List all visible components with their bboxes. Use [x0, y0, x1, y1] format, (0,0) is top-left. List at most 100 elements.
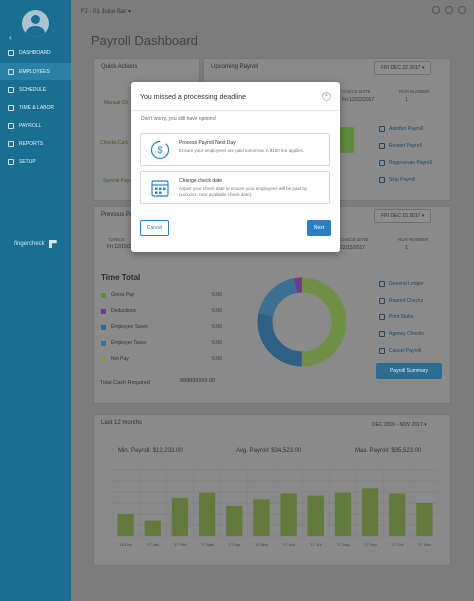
upcoming-payroll-title: Upcoming Payroll [211, 64, 259, 70]
bar-10 [389, 493, 406, 536]
process-payroll-button[interactable] [339, 127, 354, 153]
sidebar-item-dashboard[interactable]: DASHBOARD [0, 44, 71, 61]
upcoming-date-select[interactable]: FRI DEC 22 2017 ▾ [374, 61, 432, 75]
company-selector[interactable]: FJ - 01 Juice Bar ▾ [81, 9, 132, 15]
option-process-next-day[interactable]: $ Process Payroll Next Day Ensure your e… [140, 133, 330, 166]
x-tick-label: '17 Nov [418, 542, 431, 547]
page-title: Payroll Dashboard [91, 33, 198, 48]
restart-payroll-link[interactable]: Restart Payroll [379, 143, 422, 149]
dollar-clock-icon: $ [150, 140, 170, 160]
donut-segment-1 [257, 277, 347, 367]
svg-text:$: $ [157, 145, 162, 155]
legend-employer-taxes: Employer Taxes [101, 340, 146, 346]
bar-7 [307, 495, 324, 536]
payroll-icon [8, 122, 14, 129]
avg-payroll: Avg. Payroll: $34,523.00 [236, 448, 302, 454]
x-tick-label: '17 Jul [310, 542, 322, 547]
legend-swatch [101, 324, 106, 330]
close-icon[interactable]: × [322, 92, 331, 101]
agency-checks-link[interactable]: Agency Checks [379, 331, 424, 337]
bar-8 [334, 492, 352, 536]
general-ledger-link[interactable]: General Ledger [379, 281, 424, 287]
sidebar-item-setup[interactable]: SETUP [0, 153, 71, 170]
reprint-checks-link[interactable]: Reprint Checks [379, 298, 423, 304]
option2-title: Change check date [179, 178, 223, 184]
employee-taxes-value: 0.00 [212, 324, 222, 330]
bar-4 [226, 505, 243, 536]
fingercheck-logo-icon [48, 240, 57, 248]
bar-11 [416, 503, 433, 536]
previous-date-select[interactable]: FRI DEC 15 2017 ▾ [374, 209, 432, 223]
legend-swatch [101, 340, 106, 346]
regenerate-payroll-link[interactable]: Regenerate Payroll [379, 160, 432, 166]
min-payroll: Min. Payroll: $12,233.00 [118, 448, 183, 454]
cancel-icon [379, 348, 385, 354]
next-button[interactable]: Next [307, 220, 331, 236]
help-icon[interactable] [445, 6, 453, 14]
brand-logo: fingercheck [14, 240, 57, 248]
gross-pay-value: 0.00 [212, 292, 222, 298]
quick-action-manual-checks[interactable]: Manual Ch [104, 100, 129, 106]
sidebar-item-payroll[interactable]: PAYROLL [0, 117, 71, 134]
bar-2 [171, 497, 189, 536]
x-tick-label: '17 Feb [173, 542, 187, 547]
autorun-icon [379, 126, 385, 132]
total-cash-value: 999999999.00 [180, 378, 216, 384]
time-total-title: Time Total [101, 273, 141, 282]
autofun-payroll-link[interactable]: Autofun Payroll [379, 126, 423, 132]
cancel-payroll-link[interactable]: Cancel Payroll [379, 348, 421, 354]
sidebar: ‹ DASHBOARD EMPLOYEES SCHEDULE TIME & LA… [0, 0, 71, 601]
legend-swatch [101, 292, 106, 298]
quick-action-special-payroll[interactable]: Special Payr [103, 178, 132, 184]
payroll-summary-button[interactable]: Payroll Summary [376, 363, 442, 379]
time-total-donut [257, 277, 347, 367]
x-tick-label: '17 Jun [282, 542, 295, 547]
upcoming-check-date-label: CHECK DATE [342, 89, 371, 94]
modal-title: You missed a processing deadline [140, 94, 246, 101]
legend-gross-pay: Gross Pay [101, 292, 134, 298]
option1-desc: Ensure your employees are paid tomorrow.… [179, 148, 305, 153]
previous-check-date-value: 12/15/2017 [340, 245, 366, 251]
previous-check-value: Fri 12/15/20 [107, 244, 134, 250]
bar-0 [117, 514, 134, 536]
last-12-months-title: Last 12 months [101, 420, 143, 426]
range-select[interactable]: DEC 2016 - NOV 2017 ▾ [372, 422, 427, 428]
previous-run-number-label: RUN NUMBER [398, 237, 429, 242]
previous-check-date-label: CHECK DATE [340, 237, 369, 242]
upcoming-run-number-value: 1 [405, 97, 408, 103]
notification-icon[interactable] [432, 6, 440, 14]
previous-payroll-title: Previous Pa [101, 212, 134, 218]
x-tick-label: '17 May [254, 542, 268, 547]
dashboard-icon [8, 49, 14, 56]
quick-actions-title: Quick Actions [101, 64, 138, 70]
sidebar-item-employees[interactable]: EMPLOYEES [0, 63, 71, 80]
employees-icon [8, 68, 14, 75]
sidebar-item-reports[interactable]: REPORTS [0, 135, 71, 152]
bar-5 [253, 499, 270, 536]
sidebar-item-time-labor[interactable]: TIME & LABOR [0, 99, 71, 116]
quick-action-checks-calc[interactable]: Checks Calc [100, 140, 129, 146]
settings-icon[interactable] [458, 6, 466, 14]
print-stubs-link[interactable]: Print Stubs [379, 314, 413, 320]
option-change-check-date[interactable]: Change check date Adjust your check date… [140, 171, 330, 204]
max-payroll: Max. Payroll: $35,523.00 [355, 448, 422, 454]
x-tick-label: '17 Aug [336, 542, 349, 547]
x-tick-label: '17 Sep [363, 542, 377, 547]
legend-net-pay: Net Pay [101, 356, 129, 362]
calendar-icon [8, 86, 14, 93]
legend-swatch [101, 356, 106, 362]
sidebar-item-schedule[interactable]: SCHEDULE [0, 81, 71, 98]
modal-divider [131, 110, 340, 111]
payroll-bar-chart: '16 Dec '17 Jan '17 Feb '17 Mar '17 Apr '17 M… [111, 469, 439, 547]
gear-icon [8, 158, 14, 165]
cancel-button[interactable]: Cancel [140, 220, 169, 236]
x-tick-label: '16 Dec [119, 542, 132, 547]
x-tick-label: '17 Jan [146, 542, 159, 547]
top-icons [432, 6, 466, 14]
avatar[interactable] [22, 10, 49, 37]
back-arrow-icon[interactable]: ‹ [9, 33, 12, 42]
clock-icon [8, 104, 14, 111]
x-tick-label: '17 Mar [200, 542, 214, 547]
skip-payroll-link[interactable]: Skip Payroll [379, 177, 415, 183]
agency-icon [379, 331, 385, 337]
